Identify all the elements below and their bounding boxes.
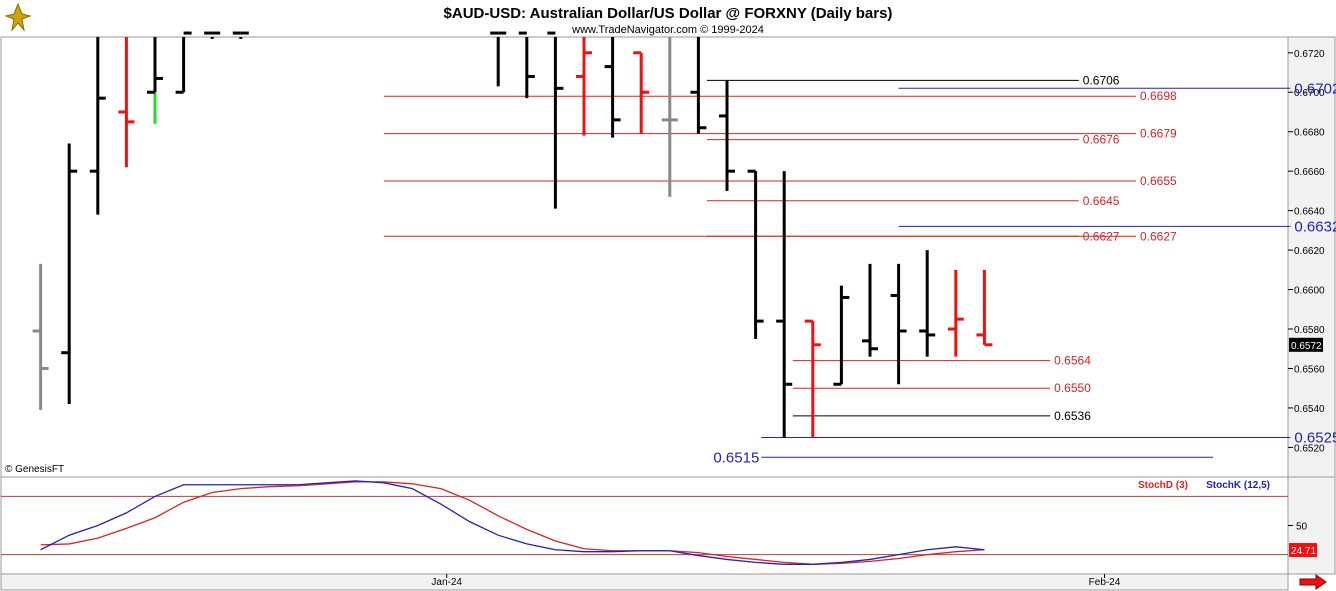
- price-tick-label: 0.6640: [1294, 207, 1325, 218]
- level-label: 0.6706: [1083, 73, 1120, 87]
- price-tick-label: 0.6660: [1294, 167, 1325, 178]
- price-axis: 0.6720 0.6700 0.6680 0.6660 0.6640 0.6620 0.66…: [1288, 49, 1325, 454]
- ohlc-bar: [518, 31, 535, 99]
- ohlc-bar: [32, 263, 49, 410]
- scroll-arrow-shape: [1299, 574, 1327, 590]
- current-price-box: [1289, 337, 1323, 352]
- price-axis-panel[interactable]: [1287, 36, 1336, 478]
- scroll-right-arrow-icon[interactable]: [1299, 574, 1327, 590]
- level-label: 0.6536: [1054, 409, 1091, 423]
- price-tick-label: 0.6520: [1294, 443, 1325, 454]
- level-label: 0.6698: [1140, 89, 1177, 103]
- level-label: 0.6655: [1140, 174, 1177, 188]
- level-label: 0.6679: [1140, 127, 1177, 141]
- stochastic-reference-lines: [1, 495, 1288, 556]
- time-tick-label: Feb-24: [1089, 577, 1121, 588]
- time-tick-label: Jan-24: [431, 577, 462, 588]
- stochastic-axis: 50 24.71: [1288, 522, 1317, 558]
- price-tick-label: 0.6560: [1294, 364, 1325, 375]
- ohlc-bar: [976, 269, 993, 347]
- level-label: 0.6550: [1054, 381, 1091, 395]
- ohlc-bar: [804, 319, 821, 438]
- stochastic-tick-label: 50: [1296, 522, 1308, 533]
- stochastic-last-value-box: [1289, 543, 1317, 558]
- ohlc-bar: [661, 37, 678, 197]
- stochastic-lines: [40, 480, 985, 565]
- ohlc-bar: [576, 37, 592, 136]
- ohlc-bar: [890, 263, 907, 385]
- time-axis-panel[interactable]: [0, 573, 1289, 591]
- ohlc-bar: [204, 31, 221, 39]
- level-label: 0.6515: [713, 449, 759, 466]
- ohlc-bar: [604, 37, 621, 138]
- ohlc-bar: [833, 285, 850, 386]
- ohlc-bar: [947, 269, 964, 357]
- level-label: 0.6525: [1294, 430, 1336, 447]
- stochastic-last-value-label: 24.71: [1291, 546, 1316, 557]
- ohlc-bar: [61, 143, 78, 404]
- level-label: 0.6676: [1083, 133, 1120, 147]
- stochastic-panel[interactable]: [0, 476, 1289, 575]
- legend-stochk: StochK (12,5): [1206, 480, 1270, 491]
- price-tick-label: 0.6580: [1294, 325, 1325, 336]
- stochastic-series-line: [40, 480, 985, 565]
- current-price-label: 0.6572: [1291, 341, 1322, 352]
- price-panel[interactable]: [0, 36, 1289, 478]
- support-resistance-levels: 0.6706 0.6702 0.6698 0.6679 0.6676 0.6655 0.66…: [383, 73, 1336, 466]
- ohlc-bar: [776, 171, 793, 438]
- current-price-marker: 0.6572: [1289, 337, 1323, 352]
- ohlc-bar: [89, 37, 106, 215]
- level-label: 0.6627: [1140, 229, 1177, 243]
- ohlc-bar: [719, 80, 735, 191]
- ohlc-bar: [919, 250, 936, 357]
- ohlc-bar: [547, 31, 564, 209]
- logo-shape: [4, 2, 32, 32]
- stochastic-axis-panel[interactable]: [1287, 476, 1336, 575]
- level-label: 0.6645: [1083, 194, 1120, 208]
- ohlc-bar: [690, 37, 707, 134]
- ohlc-bar: [490, 31, 507, 87]
- ohlc-bar: [862, 263, 878, 357]
- ohlc-bar: [633, 51, 650, 134]
- chart-title: $AUD-USD: Australian Dollar/US Dollar @ …: [444, 5, 893, 22]
- logo-icon: [4, 2, 32, 32]
- time-axis: Jan-24 Feb-24: [431, 574, 1121, 588]
- ohlc-bar: [175, 31, 192, 94]
- price-tick-label: 0.6620: [1294, 246, 1325, 257]
- price-tick-label: 0.6700: [1294, 88, 1325, 99]
- level-label: 0.6702: [1294, 80, 1336, 97]
- price-tick-label: 0.6600: [1294, 286, 1325, 297]
- price-tick-label: 0.6720: [1294, 49, 1325, 60]
- chart-subtitle: www.TradeNavigator.com © 1999-2024: [571, 24, 764, 36]
- price-tick-label: 0.6540: [1294, 404, 1325, 415]
- level-label: 0.6564: [1054, 354, 1091, 368]
- level-label: 0.6632: [1294, 218, 1336, 235]
- copyright-label: © GenesisFT: [5, 464, 64, 475]
- ohlc-bar: [118, 37, 135, 168]
- price-tick-label: 0.6680: [1294, 128, 1325, 139]
- legend-stochd: StochD (3): [1138, 480, 1188, 491]
- ohlc-bars: [32, 31, 993, 438]
- ohlc-bar: [147, 37, 163, 124]
- ohlc-bar: [747, 169, 764, 339]
- stochastic-legend: StochD (3) StochK (12,5): [1138, 480, 1270, 491]
- ohlc-bar: [232, 31, 249, 39]
